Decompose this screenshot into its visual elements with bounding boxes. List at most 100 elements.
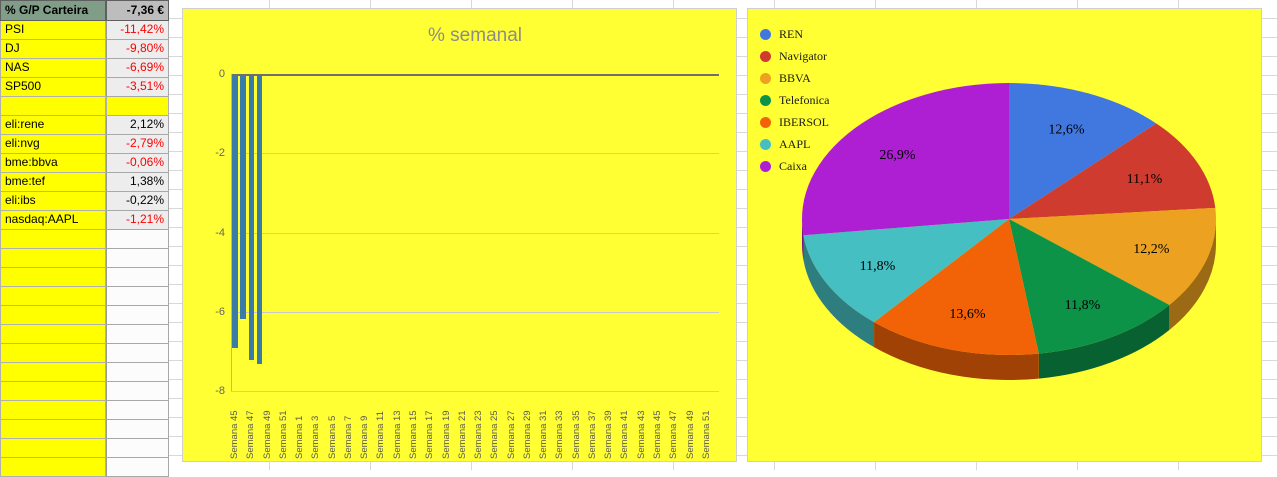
table-row xyxy=(0,363,169,382)
legend-item: Telefonica xyxy=(760,89,829,111)
empty-value-cell[interactable] xyxy=(106,439,169,458)
legend-label: REN xyxy=(779,26,803,41)
empty-ticker-cell[interactable] xyxy=(0,420,106,439)
empty-value-cell[interactable] xyxy=(106,249,169,268)
legend-color-dot xyxy=(760,50,771,62)
table-row xyxy=(0,268,169,287)
gridline xyxy=(231,153,719,155)
x-axis-label: Semana 1 xyxy=(294,415,306,459)
table-row xyxy=(0,382,169,401)
value-cell[interactable]: -2,79% xyxy=(106,135,169,154)
empty-value-cell[interactable] xyxy=(106,268,169,287)
gridline xyxy=(231,74,719,76)
pie-slice xyxy=(802,83,1009,236)
ticker-cell[interactable] xyxy=(0,97,106,116)
portfolio-header-cell[interactable]: % G/P Carteira xyxy=(0,0,106,21)
table-row xyxy=(0,439,169,458)
empty-ticker-cell[interactable] xyxy=(0,230,106,249)
ticker-cell[interactable]: SP500 xyxy=(0,78,106,97)
legend-color-dot xyxy=(760,116,771,128)
legend-label: Caixa xyxy=(779,158,807,173)
empty-ticker-cell[interactable] xyxy=(0,287,106,306)
pie-slice xyxy=(803,219,1009,323)
x-axis-label: Semana 13 xyxy=(391,410,403,459)
empty-value-cell[interactable] xyxy=(106,287,169,306)
x-axis-label: Semana 47 xyxy=(668,410,680,459)
empty-value-cell[interactable] xyxy=(106,363,169,382)
value-cell[interactable]: 2,12% xyxy=(106,116,169,135)
empty-value-cell[interactable] xyxy=(106,230,169,249)
table-row xyxy=(0,306,169,325)
x-axis-label: Semana 49 xyxy=(684,410,696,459)
value-cell[interactable]: -6,69% xyxy=(106,59,169,78)
x-axis-label: Semana 15 xyxy=(408,410,419,459)
legend-color-dot xyxy=(760,94,771,106)
y-axis-line xyxy=(231,74,232,391)
ticker-cell[interactable]: nasdaq:AAPL xyxy=(0,211,106,230)
value-cell[interactable]: -11,42% xyxy=(106,21,169,40)
legend-item: REN xyxy=(760,23,829,45)
bar xyxy=(256,75,263,365)
y-axis-label: 0 xyxy=(218,68,225,80)
value-cell[interactable]: -0,22% xyxy=(106,192,169,211)
ticker-cell[interactable]: bme:bbva xyxy=(0,154,106,173)
empty-value-cell[interactable] xyxy=(106,401,169,420)
empty-ticker-cell[interactable] xyxy=(0,382,106,401)
table-row: PSI -11,42% xyxy=(0,21,169,40)
empty-ticker-cell[interactable] xyxy=(0,268,106,287)
ticker-cell[interactable]: eli:nvg xyxy=(0,135,106,154)
pie-slice xyxy=(1009,123,1216,219)
table-row: eli:rene 2,12% xyxy=(0,116,169,135)
value-cell[interactable]: -0,06% xyxy=(106,154,169,173)
empty-value-cell[interactable] xyxy=(106,382,169,401)
ticker-cell[interactable]: NAS xyxy=(0,59,106,78)
bar xyxy=(240,75,246,319)
allocation-pie-chart[interactable]: 12,6% 11,1% 12,2% 11,8% 13,6% 11,8% 26,9% REN N… xyxy=(747,8,1262,462)
pie-slice-side xyxy=(874,322,1039,381)
ticker-cell[interactable]: eli:rene xyxy=(0,116,106,135)
x-axis-label: Semana 49 xyxy=(261,410,273,459)
empty-ticker-cell[interactable] xyxy=(0,401,106,420)
empty-ticker-cell[interactable] xyxy=(0,363,106,382)
empty-value-cell[interactable] xyxy=(106,458,169,477)
empty-ticker-cell[interactable] xyxy=(0,439,106,458)
bar xyxy=(248,75,255,361)
empty-ticker-cell[interactable] xyxy=(0,306,106,325)
x-axis-label: Semana 29 xyxy=(521,410,533,459)
pie-slice-label: 26,9% xyxy=(879,148,916,163)
x-axis-label: Semana 25 xyxy=(489,410,501,459)
value-cell[interactable]: -9,80% xyxy=(106,40,169,59)
ticker-cell[interactable]: eli:ibs xyxy=(0,192,106,211)
empty-value-cell[interactable] xyxy=(106,344,169,363)
empty-ticker-cell[interactable] xyxy=(0,458,106,477)
pie-slice xyxy=(874,219,1039,356)
table-row xyxy=(0,230,169,249)
x-axis-label: Semana 45 xyxy=(229,410,241,459)
empty-ticker-cell[interactable] xyxy=(0,344,106,363)
weekly-bar-chart[interactable]: % semanal 0 -2 -4 -6 -8 Semana 45 Semana 47 Sem… xyxy=(182,8,737,462)
x-axis-label: Semana 9 xyxy=(359,415,371,459)
value-cell[interactable]: -3,51% xyxy=(106,78,169,97)
empty-value-cell[interactable] xyxy=(106,325,169,344)
ticker-cell[interactable]: bme:tef xyxy=(0,173,106,192)
empty-ticker-cell[interactable] xyxy=(0,249,106,268)
ticker-cell[interactable]: PSI xyxy=(0,21,106,40)
x-axis-label: Semana 17 xyxy=(424,410,436,459)
table-rows: PSI -11,42% DJ -9,80% NAS -6,69% SP500 -3,51% el… xyxy=(0,21,169,477)
value-cell[interactable]: 1,38% xyxy=(106,173,169,192)
portfolio-total-cell[interactable]: -7,36 € xyxy=(106,0,169,21)
x-axis-label: Semana 27 xyxy=(505,410,517,459)
x-axis-label: Semana 39 xyxy=(603,410,615,459)
value-cell[interactable] xyxy=(106,97,169,116)
empty-value-cell[interactable] xyxy=(106,420,169,439)
legend-item: BBVA xyxy=(760,67,829,89)
x-axis-label: Semana 33 xyxy=(554,410,566,459)
empty-ticker-cell[interactable] xyxy=(0,325,106,344)
pie-slice xyxy=(1009,207,1216,306)
portfolio-table: % G/P Carteira -7,36 € PSI -11,42% DJ -9,80… xyxy=(0,0,169,477)
empty-value-cell[interactable] xyxy=(106,306,169,325)
value-cell[interactable]: -1,21% xyxy=(106,211,169,230)
x-axis-label: Semana 45 xyxy=(652,410,663,459)
pie-slice-side xyxy=(1038,305,1170,379)
ticker-cell[interactable]: DJ xyxy=(0,40,106,59)
